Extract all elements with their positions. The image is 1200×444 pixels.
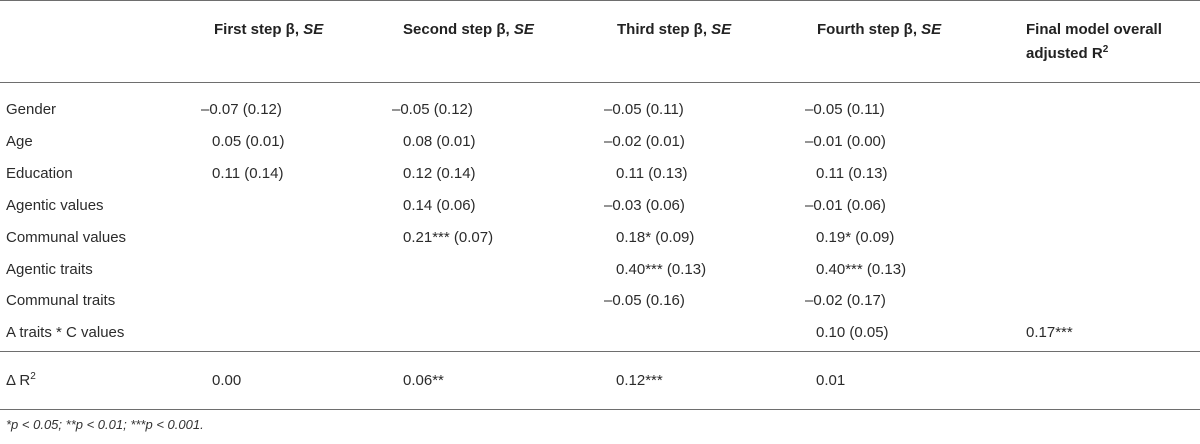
row-label-delta-r2: Δ R2 xyxy=(6,371,36,390)
header-first-step: First step β, SE xyxy=(214,21,324,38)
header-rule xyxy=(0,82,1200,83)
header-fourth-step: Fourth step β, SE xyxy=(817,21,942,38)
header-second-step: Second step β, SE xyxy=(403,21,534,38)
cell-education-step4: 0.11 (0.13) xyxy=(816,165,888,182)
cell-agentic-values-step2: 0.14 (0.06) xyxy=(403,197,476,214)
delta-rule xyxy=(0,351,1200,352)
cell-agentic-values-step3: –0.03 (0.06) xyxy=(604,197,685,214)
cell-age-step1: 0.05 (0.01) xyxy=(212,133,285,150)
cell-gender-step4: –0.05 (0.11) xyxy=(805,101,885,118)
cell-interaction-step4: 0.10 (0.05) xyxy=(816,324,889,341)
cell-communal-values-step3: 0.18* (0.09) xyxy=(616,229,695,246)
cell-age-step2: 0.08 (0.01) xyxy=(403,133,476,150)
cell-age-step3: –0.02 (0.01) xyxy=(604,133,685,150)
cell-communal-traits-step4: –0.02 (0.17) xyxy=(805,292,886,309)
row-label-communal-values: Communal values xyxy=(6,229,127,246)
cell-agentic-values-step4: –0.01 (0.06) xyxy=(805,197,886,214)
row-label-gender: Gender xyxy=(6,101,57,118)
cell-communal-traits-step3: –0.05 (0.16) xyxy=(604,292,685,309)
cell-gender-step1: –0.07 (0.12) xyxy=(201,101,282,118)
row-label-communal-traits: Communal traits xyxy=(6,292,116,309)
cell-delta-step2: 0.06** xyxy=(403,372,444,389)
table-bottom-rule xyxy=(0,409,1200,410)
cell-communal-values-step2: 0.21*** (0.07) xyxy=(403,229,494,246)
cell-agentic-traits-step3: 0.40*** (0.13) xyxy=(616,261,707,278)
cell-gender-step2: –0.05 (0.12) xyxy=(392,101,473,118)
cell-age-step4: –0.01 (0.00) xyxy=(805,133,886,150)
cell-gender-step3: –0.05 (0.11) xyxy=(604,101,684,118)
row-label-interaction: A traits * C values xyxy=(6,324,125,341)
cell-delta-step1: 0.00 xyxy=(212,372,242,389)
row-label-age: Age xyxy=(6,133,33,150)
cell-delta-step4: 0.01 xyxy=(816,372,846,389)
header-third-step: Third step β, SE xyxy=(617,21,732,38)
table-top-rule xyxy=(0,0,1200,1)
header-final-model: Final model overall adjusted R2 xyxy=(1026,21,1162,62)
cell-education-step3: 0.11 (0.13) xyxy=(616,165,688,182)
cell-agentic-traits-step4: 0.40*** (0.13) xyxy=(816,261,907,278)
row-label-agentic-traits: Agentic traits xyxy=(6,261,93,278)
row-label-education: Education xyxy=(6,165,73,182)
cell-education-step2: 0.12 (0.14) xyxy=(403,165,476,182)
cell-final-adjusted-r2: 0.17*** xyxy=(1026,324,1073,341)
cell-communal-values-step4: 0.19* (0.09) xyxy=(816,229,895,246)
cell-delta-step3: 0.12*** xyxy=(616,372,663,389)
cell-education-step1: 0.11 (0.14) xyxy=(212,165,284,182)
row-label-agentic-values: Agentic values xyxy=(6,197,104,214)
table-footnote: *p < 0.05; **p < 0.01; ***p < 0.001. xyxy=(6,417,204,432)
